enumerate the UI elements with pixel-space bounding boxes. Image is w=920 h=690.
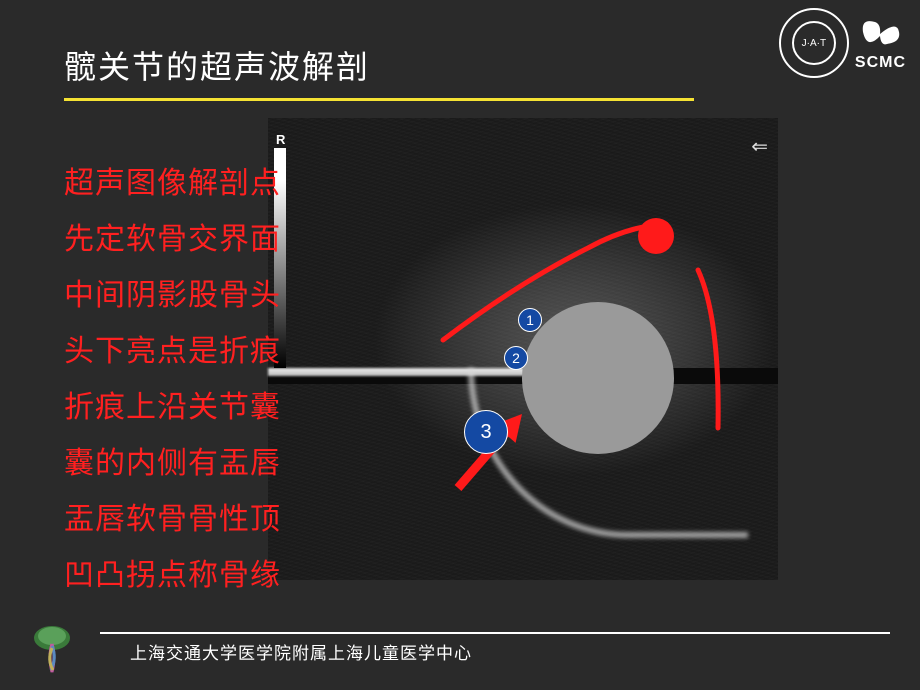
red-dot-marker [638,218,674,254]
footer-divider [100,632,890,634]
title-underline [64,98,694,101]
anatomy-line: 先定软骨交界面 [64,214,281,258]
scmc-logo: SCMC [855,14,906,72]
footer-logo-icon [20,616,84,680]
ultrasound-image: R ⇐ 123 [268,118,778,580]
slide-title: 髋关节的超声波解剖 [64,42,370,88]
numbered-marker: 1 [518,308,542,332]
scmc-mark-icon [857,14,903,54]
university-seal-icon: J·A·T [779,8,849,78]
slide-root: 髋关节的超声波解剖 J·A·T SCMC R ⇐ [0,0,920,690]
anatomy-line: 中间阴影股骨头 [64,270,281,314]
anatomy-line: 囊的内侧有盂唇 [64,438,281,482]
scmc-text: SCMC [855,54,906,72]
footer-affiliation: 上海交通大学医学院附属上海儿童医学中心 [130,639,472,664]
anatomy-line: 凹凸拐点称骨缘 [64,550,281,594]
numbered-marker: 2 [504,346,528,370]
anatomy-line: 盂唇软骨骨性顶 [64,494,281,538]
anatomy-text-list: 超声图像解剖点先定软骨交界面中间阴影股骨头头下亮点是折痕折痕上沿关节囊囊的内侧有… [64,158,281,594]
anatomy-line: 头下亮点是折痕 [64,326,281,370]
anatomy-line: 超声图像解剖点 [64,158,281,202]
femoral-head-circle [522,302,674,454]
seal-inner-icon: J·A·T [792,21,836,65]
header-logos: J·A·T SCMC [779,8,906,78]
anatomy-line: 折痕上沿关节囊 [64,382,281,426]
numbered-marker: 3 [464,410,508,454]
capsule-curve-right [698,270,718,428]
